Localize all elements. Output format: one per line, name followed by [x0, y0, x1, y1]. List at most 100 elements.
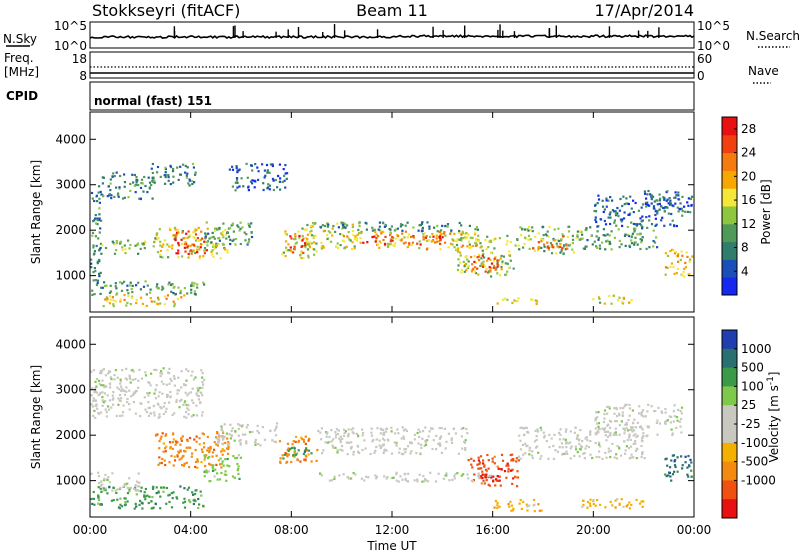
range-time-cell	[348, 238, 351, 241]
range-time-cell	[185, 461, 188, 464]
range-time-cell	[537, 232, 541, 235]
range-time-cell	[404, 477, 407, 480]
range-time-cell	[514, 300, 518, 303]
range-time-cell	[641, 440, 644, 443]
range-time-cell	[629, 438, 632, 441]
range-time-cell	[170, 283, 173, 287]
range-time-cell	[306, 233, 309, 236]
range-time-cell	[447, 246, 450, 249]
range-time-cell	[161, 457, 164, 461]
range-time-cell	[473, 473, 476, 476]
range-time-cell	[161, 392, 164, 395]
range-time-cell	[640, 444, 643, 448]
range-time-cell	[284, 172, 287, 175]
range-time-cell	[134, 389, 138, 392]
range-time-cell	[198, 443, 201, 446]
range-time-cell	[101, 483, 104, 486]
range-time-cell	[165, 445, 168, 448]
range-time-cell	[96, 281, 99, 284]
range-time-cell	[246, 176, 249, 179]
range-time-cell	[426, 239, 429, 242]
range-time-cell	[370, 431, 373, 434]
range-time-cell	[476, 228, 479, 231]
range-time-cell	[230, 429, 233, 433]
range-time-cell	[326, 234, 329, 237]
range-time-cell	[612, 210, 616, 213]
range-time-cell	[217, 459, 220, 462]
range-time-cell	[190, 415, 193, 418]
range-time-cell	[395, 442, 398, 445]
range-time-cell	[237, 225, 240, 229]
range-time-cell	[462, 260, 465, 263]
range-time-cell	[151, 180, 155, 183]
power-colorbar-swatch	[722, 206, 737, 225]
range-time-cell	[474, 241, 477, 244]
range-time-cell	[113, 195, 116, 198]
power-heatmap	[90, 162, 694, 308]
range-time-cell	[589, 440, 592, 443]
range-time-cell	[200, 369, 203, 372]
range-time-cell	[500, 254, 503, 257]
range-time-cell	[554, 239, 557, 242]
range-time-cell	[634, 426, 638, 429]
range-time-cell	[97, 475, 101, 478]
range-time-cell	[442, 477, 445, 480]
range-time-cell	[578, 230, 582, 233]
range-time-cell	[569, 457, 572, 460]
range-time-cell	[254, 441, 257, 444]
range-time-cell	[240, 177, 243, 180]
range-time-cell	[476, 256, 479, 259]
range-time-cell	[125, 390, 128, 393]
range-time-cell	[664, 273, 667, 276]
range-time-cell	[205, 221, 208, 224]
range-time-cell	[169, 246, 172, 249]
range-time-cell	[622, 407, 625, 410]
range-time-cell	[148, 391, 151, 395]
range-time-cell	[674, 191, 677, 194]
range-time-cell	[681, 274, 684, 277]
range-time-cell	[580, 445, 583, 448]
range-time-cell	[656, 433, 659, 436]
range-time-cell	[213, 441, 216, 444]
range-time-cell	[203, 378, 206, 381]
range-time-cell	[597, 198, 601, 201]
range-time-cell	[159, 302, 162, 305]
range-time-cell	[646, 204, 650, 207]
range-time-cell	[337, 226, 340, 229]
range-time-cell	[128, 403, 131, 406]
range-time-cell	[143, 240, 146, 243]
range-time-cell	[547, 457, 550, 460]
range-time-cell	[162, 405, 165, 408]
range-time-cell	[307, 242, 310, 245]
range-time-cell	[567, 442, 570, 445]
range-time-cell	[231, 168, 235, 171]
range-time-cell	[102, 486, 105, 490]
range-time-cell	[115, 414, 118, 418]
range-time-cell	[663, 207, 666, 210]
range-time-cell	[171, 170, 175, 173]
range-time-cell	[196, 460, 199, 463]
range-time-cell	[403, 448, 406, 451]
range-time-cell	[161, 432, 164, 435]
range-time-cell	[91, 197, 94, 200]
range-time-cell	[346, 224, 349, 227]
range-time-cell	[674, 251, 677, 254]
range-time-cell	[552, 237, 555, 241]
range-time-cell	[499, 484, 502, 487]
range-time-cell	[623, 440, 626, 443]
range-time-cell	[177, 256, 180, 259]
range-time-cell	[147, 394, 150, 397]
range-time-cell	[628, 457, 631, 460]
range-time-cell	[123, 244, 126, 247]
range-time-cell	[183, 449, 186, 452]
range-time-cell	[139, 490, 142, 493]
range-time-cell	[125, 378, 129, 381]
range-time-cell	[161, 372, 164, 375]
range-time-cell	[623, 211, 626, 214]
range-time-cell	[428, 225, 431, 228]
range-time-cell	[457, 452, 461, 455]
y-tick-label: 2000	[55, 428, 86, 442]
range-time-cell	[156, 433, 159, 436]
range-time-cell	[153, 392, 156, 395]
range-time-cell	[547, 246, 550, 249]
